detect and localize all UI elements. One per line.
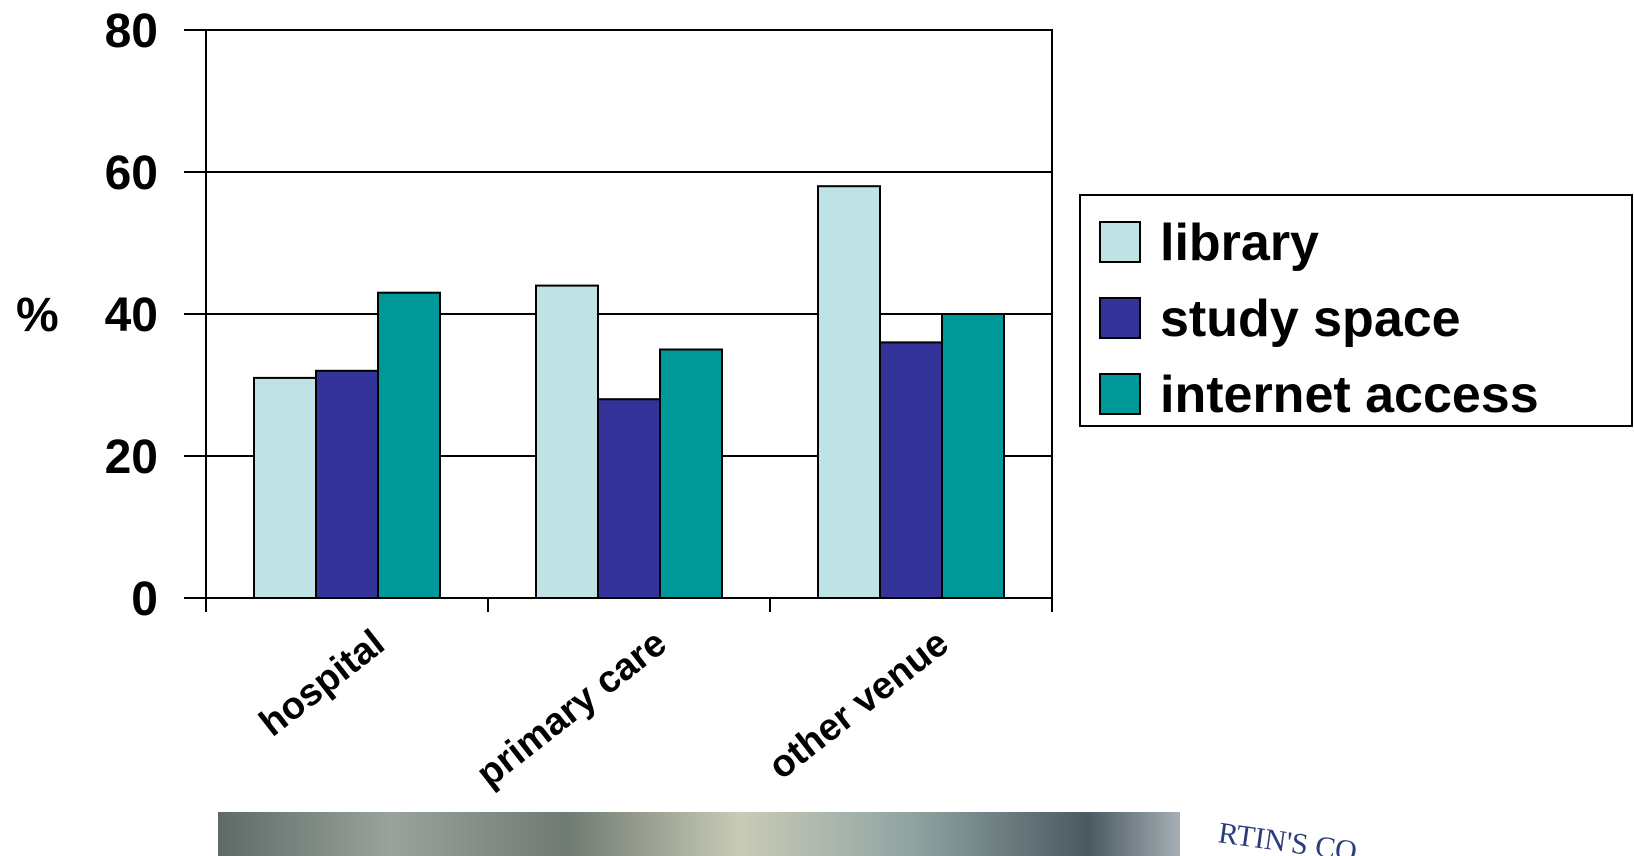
bar-library-other-venue: [817, 185, 881, 599]
bar-internet-access-other-venue: [941, 313, 1005, 599]
x-tick-label: hospital: [252, 622, 393, 745]
legend-swatch: [1099, 297, 1141, 339]
plot-frame: [205, 29, 1053, 599]
y-tick-label: 20: [105, 431, 158, 484]
y-tick-label: 60: [105, 147, 158, 200]
y-tick-label: 80: [105, 5, 158, 58]
banner-photo-strip: RTIN'S CO: [218, 812, 1380, 856]
legend-label: internet access: [1160, 366, 1539, 424]
y-axis-label: %: [16, 289, 59, 342]
y-tick-labels: 0 20 40 60 80: [105, 5, 158, 626]
bars: [253, 185, 1005, 600]
legend-label: study space: [1160, 290, 1461, 348]
legend-box: [1079, 194, 1633, 427]
bar-internet-access-primary-care: [659, 348, 723, 599]
x-tick-labels: hospital primary care other venue: [252, 622, 957, 796]
x-tick-label: primary care: [469, 622, 675, 796]
legend-swatch: [1099, 373, 1141, 415]
bar-library-primary-care: [535, 284, 599, 599]
y-tick-label: 0: [131, 573, 158, 626]
legend-swatch: [1099, 221, 1141, 263]
y-tick-label: 40: [105, 289, 158, 342]
bar-internet-access-hospital: [377, 291, 441, 599]
banner-logo-area: [1180, 812, 1380, 856]
legend-label: library: [1160, 214, 1319, 272]
bar-study-space-primary-care: [597, 398, 661, 600]
bar-study-space-hospital: [315, 369, 379, 599]
bar-study-space-other-venue: [879, 341, 943, 599]
axes: [184, 29, 1053, 612]
x-tick-label: other venue: [761, 622, 957, 788]
legend: library study space internet access: [1079, 194, 1633, 427]
bar-library-hospital: [253, 376, 317, 599]
